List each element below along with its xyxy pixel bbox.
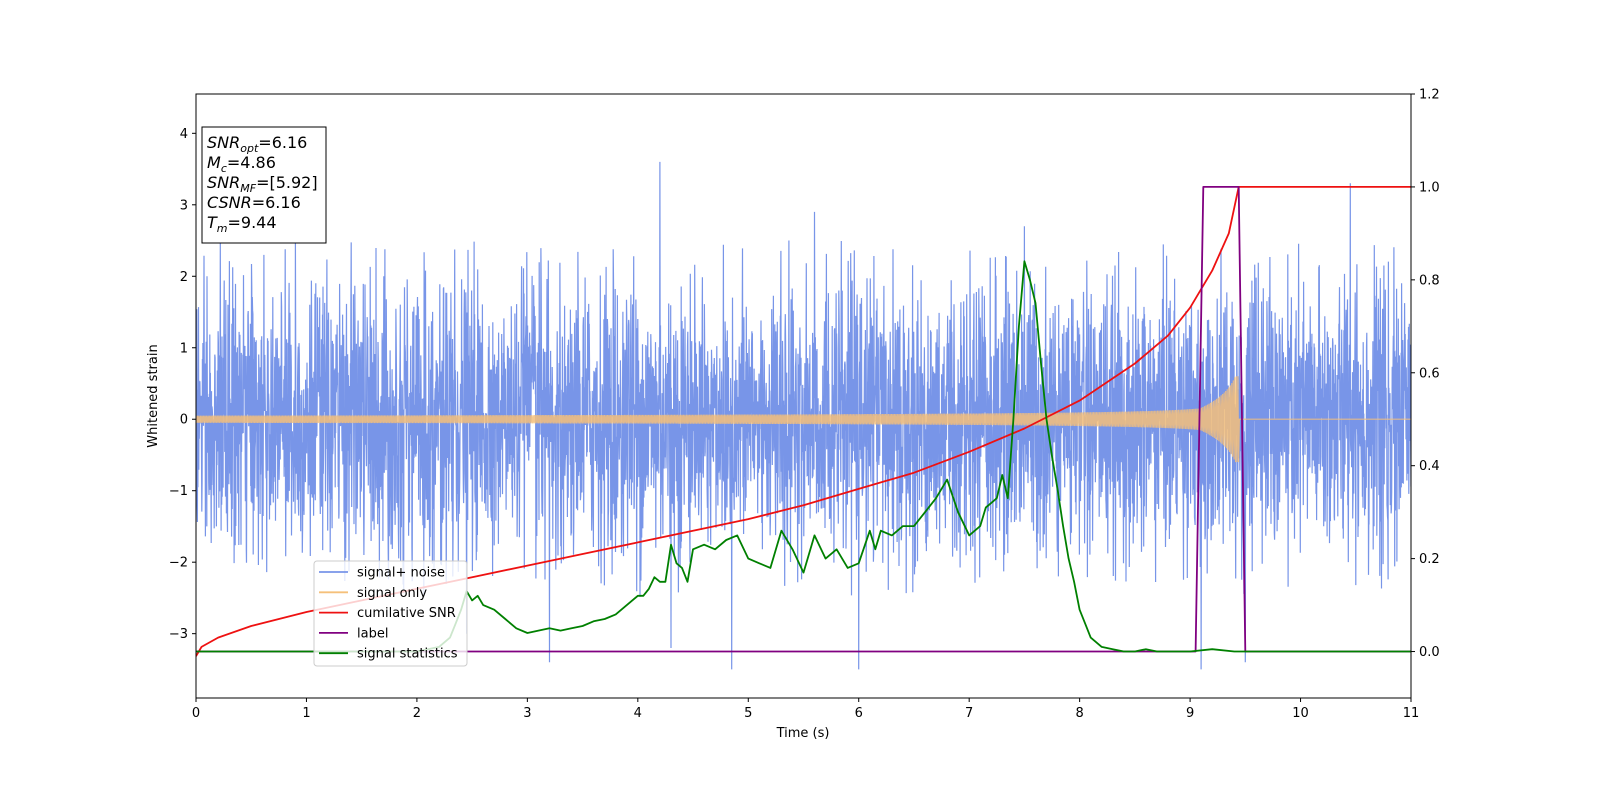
annotation-line: Tm=9.44 (207, 213, 277, 235)
y-axis-label: Whitened strain (146, 344, 161, 447)
x-axis-label: Time (s) (776, 726, 830, 741)
y2-tick-label: 1.0 (1419, 180, 1440, 195)
series-signal-plus-noise (196, 161, 1411, 670)
y-tick-label: −3 (169, 627, 188, 642)
axes-frame (195, 93, 1412, 699)
annotation-line: SNRopt=6.16 (207, 133, 307, 155)
x-tick-label: 7 (965, 706, 973, 721)
x-tick-label: 0 (192, 706, 200, 721)
legend-entry-cumulative-snr: cumilative SNR (357, 606, 456, 621)
y-tick-label: 4 (180, 127, 188, 142)
y-tick-label: 0 (180, 413, 188, 428)
x-tick-label: 10 (1292, 706, 1309, 721)
legend-entry-signal-statistics: signal statistics (357, 647, 458, 662)
y-tick-label: −2 (169, 556, 188, 571)
x-tick-label: 2 (413, 706, 421, 721)
series-signal-only (196, 376, 1411, 463)
y2-tick-label: 0.2 (1419, 552, 1440, 567)
x-tick-label: 1 (302, 706, 310, 721)
x-tick-label: 4 (634, 706, 642, 721)
legend-entry-signal-plus-noise: signal+ noise (357, 566, 445, 581)
y-tick-label: 2 (180, 270, 188, 285)
series-signal-statistics (196, 260, 1411, 653)
annotation-line: CSNR=6.16 (207, 193, 301, 212)
y2-tick-label: 0.8 (1419, 273, 1440, 288)
annotation-box: SNRopt=6.16Mc=4.86SNRMF=[5.92]CSNR=6.16T… (201, 126, 327, 244)
legend-frame (313, 560, 468, 667)
y-tick-label: −1 (169, 484, 188, 499)
x-tick-label: 9 (1186, 706, 1194, 721)
x-tick-label: 6 (855, 706, 863, 721)
y2-tick-label: 0.0 (1419, 645, 1440, 660)
annotation-line: SNRMF=[5.92] (207, 173, 318, 195)
x-tick-label: 5 (744, 706, 752, 721)
x-tick-label: 11 (1403, 706, 1420, 721)
legend-entry-label: label (357, 626, 388, 641)
y-axis-left: −3 −2 −1 0 1 2 3 4 (169, 127, 196, 642)
y2-tick-label: 0.6 (1419, 366, 1440, 381)
legend: signal+ noise signal only cumilative SNR la… (313, 560, 468, 667)
y-tick-label: 3 (180, 198, 188, 213)
legend-entry-signal-only: signal only (357, 586, 427, 601)
x-axis: 0 1 2 3 4 5 6 7 8 9 10 11 (192, 698, 1419, 721)
y-axis-right: 0.0 0.2 0.4 0.6 0.8 1.0 1.2 (1411, 88, 1440, 660)
annotation-frame (201, 126, 327, 244)
x-tick-label: 3 (523, 706, 531, 721)
y-tick-label: 1 (180, 341, 188, 356)
annotation-line: Mc=4.86 (207, 153, 276, 175)
y2-tick-label: 0.4 (1419, 459, 1440, 474)
y2-tick-label: 1.2 (1419, 88, 1440, 103)
x-tick-label: 8 (1075, 706, 1083, 721)
